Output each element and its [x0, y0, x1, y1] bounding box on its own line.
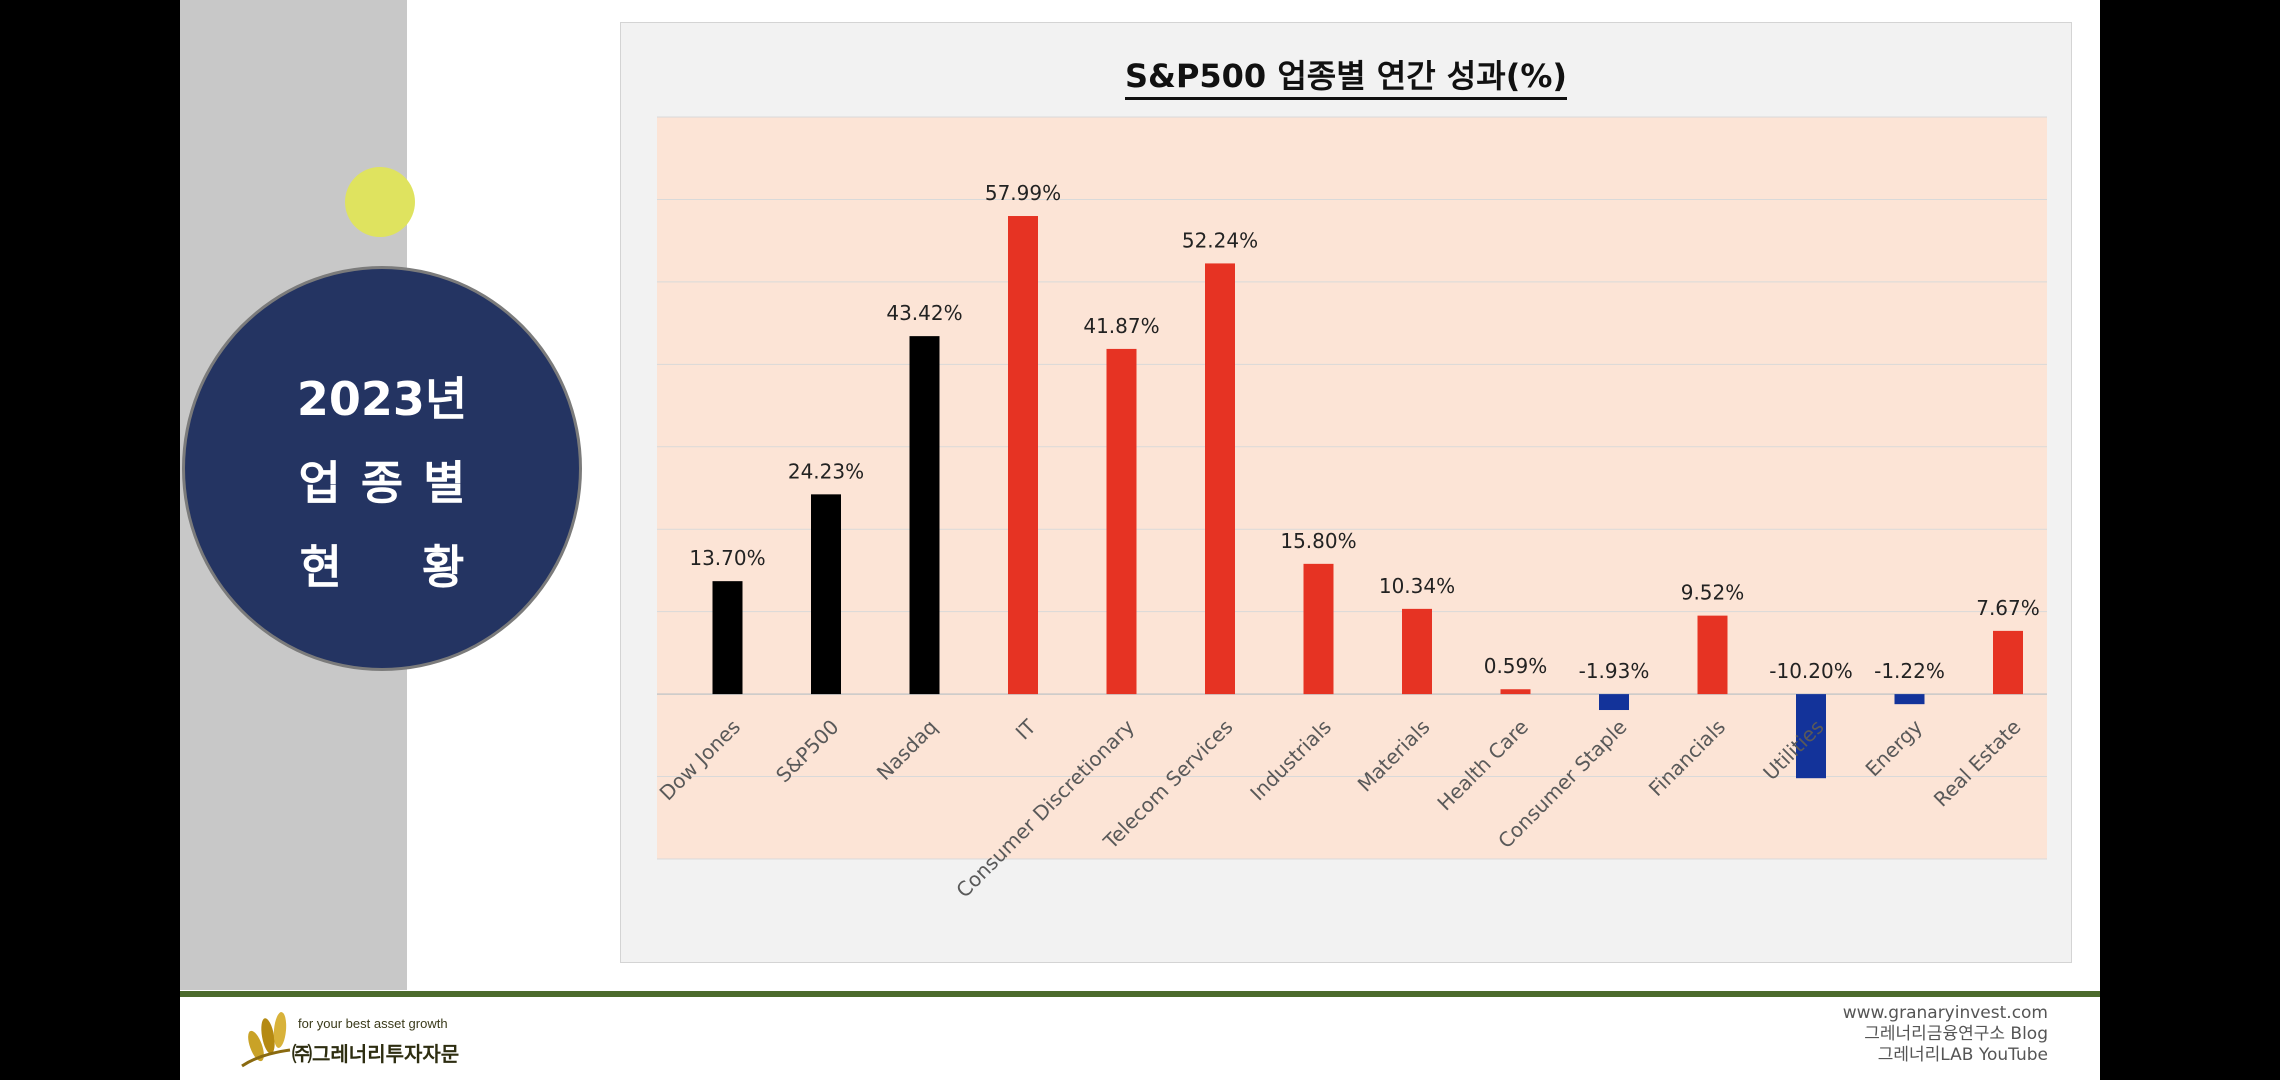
- decorative-dot: [345, 167, 415, 237]
- bar-industrials: [1303, 563, 1334, 695]
- data-label: 41.87%: [1083, 314, 1159, 338]
- slide: 2023년 업종별 현황 S&P500 업종별 연간 성과(%) 13.70% D…: [180, 0, 2100, 1080]
- sidebar-subtitle: 업종별: [298, 456, 486, 510]
- data-label: 15.80%: [1280, 529, 1356, 553]
- bar-energy: [1894, 694, 1925, 705]
- data-label: -10.20%: [1769, 659, 1852, 683]
- bar-consumer-discretionary: [1106, 348, 1137, 695]
- logo-tagline: for your best asset growth: [298, 1016, 448, 1031]
- bar-materials: [1402, 608, 1432, 695]
- chart-title-text: S&P500 업종별 연간 성과(%): [1124, 57, 1568, 100]
- data-label: 0.59%: [1484, 654, 1548, 678]
- data-label: 10.34%: [1379, 574, 1455, 598]
- data-label: -1.22%: [1874, 659, 1945, 683]
- bar-health-care: [1500, 689, 1531, 695]
- data-label: 9.52%: [1681, 581, 1745, 605]
- data-label: 52.24%: [1182, 228, 1258, 252]
- data-label: 7.67%: [1976, 596, 2040, 620]
- wheat-logo-icon: [236, 1006, 296, 1068]
- data-label: 43.42%: [886, 301, 962, 325]
- chart-frame: S&P500 업종별 연간 성과(%) 13.70% Dow Jones 24.23…: [620, 22, 2072, 963]
- sidebar-status: 현황: [299, 540, 545, 594]
- bar-financials: [1697, 615, 1728, 695]
- data-label: 57.99%: [985, 181, 1061, 205]
- sidebar-year: 2023년: [296, 372, 468, 426]
- logo-company-name: ㈜그레너리투자자문: [292, 1042, 460, 1066]
- bar-nasdaq: [909, 336, 940, 695]
- bar-chart: 13.70%Dow Jones24.23%S&P50043.42%Nasdaq5…: [655, 116, 2047, 902]
- bar-utilities: [1796, 694, 1826, 779]
- footer-links: www.granaryinvest.com 그레너리금융연구소 Blog 그레너…: [1843, 1003, 2048, 1066]
- chart-title: S&P500 업종별 연간 성과(%): [621, 51, 2071, 100]
- footer-blog-link[interactable]: 그레너리금융연구소 Blog: [1864, 1024, 2048, 1044]
- bar-real-estate: [1993, 630, 2023, 695]
- bar-it: [1008, 216, 1038, 695]
- data-label: 24.23%: [788, 459, 864, 483]
- footer-website-link[interactable]: www.granaryinvest.com: [1842, 1003, 2048, 1023]
- bar-dow-jones: [712, 581, 743, 695]
- footer-youtube-link[interactable]: 그레너리LAB YouTube: [1877, 1045, 2048, 1065]
- data-label: 13.70%: [689, 546, 765, 570]
- footer-divider: [180, 991, 2100, 997]
- plot-area: [657, 117, 2047, 859]
- sidebar-title-circle: 2023년 업종별 현황: [182, 266, 582, 671]
- bar-telecom-services: [1205, 263, 1235, 695]
- data-label: -1.93%: [1579, 659, 1650, 683]
- bar-s-p500: [811, 494, 841, 695]
- bar-consumer-staple: [1599, 694, 1629, 711]
